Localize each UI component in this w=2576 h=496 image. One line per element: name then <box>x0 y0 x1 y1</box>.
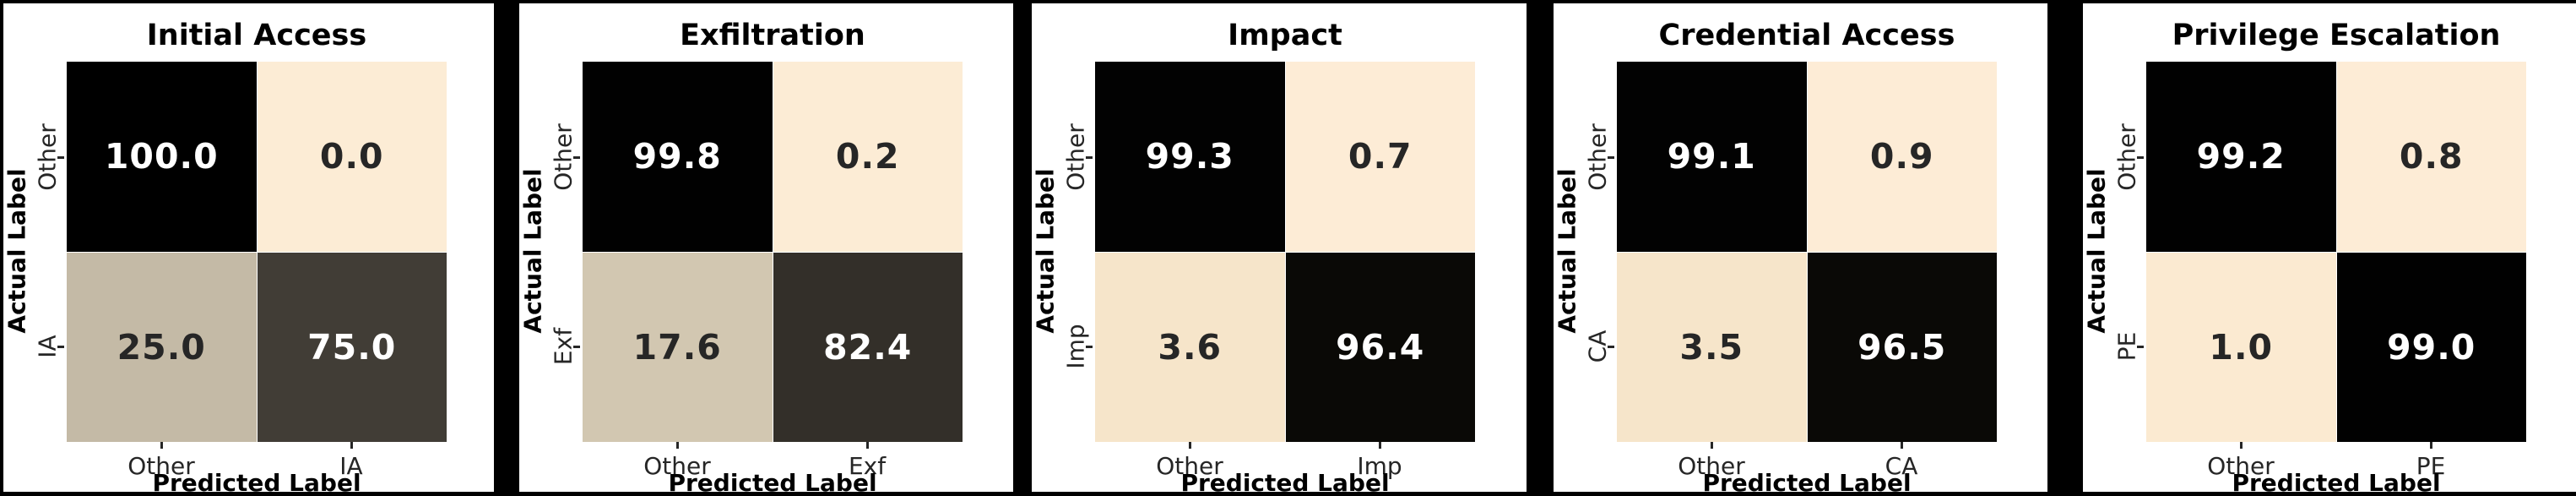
cell-value: 1.0 <box>2209 326 2274 368</box>
cell-value: 99.0 <box>2387 326 2476 368</box>
cell-value: 0.7 <box>1348 136 1413 177</box>
x-tick-label: Other <box>643 452 711 480</box>
heatmap-grid: 100.0 0.0 25.0 75.0 <box>67 62 447 442</box>
y-tick-mark <box>57 346 64 348</box>
x-tick-mark <box>350 442 353 449</box>
heatmap-cell-true-negative: 99.2 <box>2146 62 2336 252</box>
heatmap-cell-false-positive: 0.2 <box>773 62 963 252</box>
heatmap-cell-true-positive: 96.5 <box>1807 252 1997 442</box>
x-tick-mark <box>676 442 679 449</box>
panel-title: Privilege Escalation <box>2172 19 2501 52</box>
panel-title: Exfiltration <box>680 19 865 52</box>
cell-value: 0.0 <box>319 136 384 177</box>
y-tick-mark <box>573 346 580 348</box>
cell-value: 0.2 <box>835 136 900 177</box>
panel-impact: Impact Actual Label Other Imp 99.3 0.7 3… <box>1032 3 1527 492</box>
heatmap-grid: 99.8 0.2 17.6 82.4 <box>583 62 963 442</box>
x-tick-mark <box>2240 442 2242 449</box>
x-tick-mark <box>1901 442 1903 449</box>
cell-value: 96.4 <box>1336 326 1425 368</box>
x-axis-label: Predicted Label <box>2232 469 2441 493</box>
x-tick-label: Other <box>1156 452 1223 480</box>
y-tick-mark <box>57 156 64 159</box>
x-tick-label: CA <box>1885 452 1918 480</box>
heatmap-cell-true-negative: 99.8 <box>583 62 773 252</box>
x-tick-mark <box>1711 442 1713 449</box>
panel-exfiltration: Exfiltration Actual Label Other Exf 99.8… <box>519 3 1013 492</box>
y-tick-mark <box>1086 346 1093 348</box>
heatmap-cell-true-negative: 100.0 <box>67 62 257 252</box>
panel-title: Initial Access <box>146 19 367 52</box>
heatmap-cell-true-negative: 99.1 <box>1617 62 1807 252</box>
heatmap-cell-true-positive: 75.0 <box>257 252 447 442</box>
heatmap-cell-false-negative: 25.0 <box>67 252 257 442</box>
panel-initial-access: Initial Access Actual Label Other IA 100… <box>3 3 494 492</box>
y-tick-mark <box>1086 156 1093 159</box>
cell-value: 75.0 <box>307 326 397 368</box>
y-axis-label: Actual Label <box>519 168 547 334</box>
heatmap-cell-false-positive: 0.7 <box>1285 62 1475 252</box>
heatmap-grid: 99.1 0.9 3.5 96.5 <box>1617 62 1997 442</box>
cell-value: 0.8 <box>2399 136 2464 177</box>
heatmap-cell-false-negative: 1.0 <box>2146 252 2336 442</box>
x-axis-label: Predicted Label <box>668 469 877 493</box>
cell-value: 3.6 <box>1158 326 1223 368</box>
x-tick-label: Exf <box>848 452 887 480</box>
x-tick-mark <box>1379 442 1381 449</box>
y-tick-mark <box>1608 156 1614 159</box>
x-tick-label: PE <box>2416 452 2446 480</box>
y-axis-label: Actual Label <box>3 168 31 334</box>
cell-value: 3.5 <box>1679 326 1744 368</box>
heatmap-cell-true-positive: 99.0 <box>2336 252 2526 442</box>
heatmap-grid: 99.3 0.7 3.6 96.4 <box>1095 62 1475 442</box>
cell-value: 0.9 <box>1869 136 1934 177</box>
cell-value: 99.8 <box>632 136 722 177</box>
heatmap-cell-true-positive: 82.4 <box>773 252 963 442</box>
heatmap-grid: 99.2 0.8 1.0 99.0 <box>2146 62 2526 442</box>
cell-value: 25.0 <box>117 326 206 368</box>
cell-value: 82.4 <box>823 326 913 368</box>
x-tick-mark <box>2430 442 2432 449</box>
heatmap-cell-true-positive: 96.4 <box>1285 252 1475 442</box>
x-axis-label: Predicted Label <box>1180 469 1390 493</box>
x-tick-mark <box>866 442 869 449</box>
cell-value: 17.6 <box>632 326 722 368</box>
panel-title: Credential Access <box>1658 19 1955 52</box>
y-tick-mark <box>1608 346 1614 348</box>
heatmap-cell-false-positive: 0.8 <box>2336 62 2526 252</box>
x-tick-label: IA <box>339 452 363 480</box>
heatmap-cell-false-positive: 0.0 <box>257 62 447 252</box>
cell-value: 99.2 <box>2196 136 2286 177</box>
panel-title: Impact <box>1228 19 1342 52</box>
y-tick-mark <box>573 156 580 159</box>
y-axis-label: Actual Label <box>1032 168 1060 334</box>
x-tick-mark <box>160 442 163 449</box>
panel-privilege-escalation: Privilege Escalation Actual Label Other … <box>2083 3 2576 492</box>
panel-credential-access: Credential Access Actual Label Other CA … <box>1554 3 2047 492</box>
heatmap-cell-false-negative: 17.6 <box>583 252 773 442</box>
cell-value: 99.1 <box>1667 136 1756 177</box>
heatmap-cell-false-negative: 3.5 <box>1617 252 1807 442</box>
x-axis-label: Predicted Label <box>1702 469 1912 493</box>
heatmap-cell-false-negative: 3.6 <box>1095 252 1285 442</box>
y-tick-mark <box>2137 156 2144 159</box>
x-tick-label: Imp <box>1357 452 1402 480</box>
y-tick-mark <box>2137 346 2144 348</box>
heatmap-cell-true-negative: 99.3 <box>1095 62 1285 252</box>
x-tick-mark <box>1189 442 1191 449</box>
x-tick-label: Other <box>1678 452 1745 480</box>
cell-value: 96.5 <box>1857 326 1947 368</box>
cell-value: 100.0 <box>104 136 219 177</box>
heatmap-cell-false-positive: 0.9 <box>1807 62 1997 252</box>
cell-value: 99.3 <box>1145 136 1234 177</box>
x-tick-label: Other <box>127 452 195 480</box>
x-tick-label: Other <box>2207 452 2275 480</box>
y-axis-label: Actual Label <box>2083 168 2111 334</box>
x-axis-label: Predicted Label <box>152 469 361 493</box>
y-axis-label: Actual Label <box>1554 168 1581 334</box>
